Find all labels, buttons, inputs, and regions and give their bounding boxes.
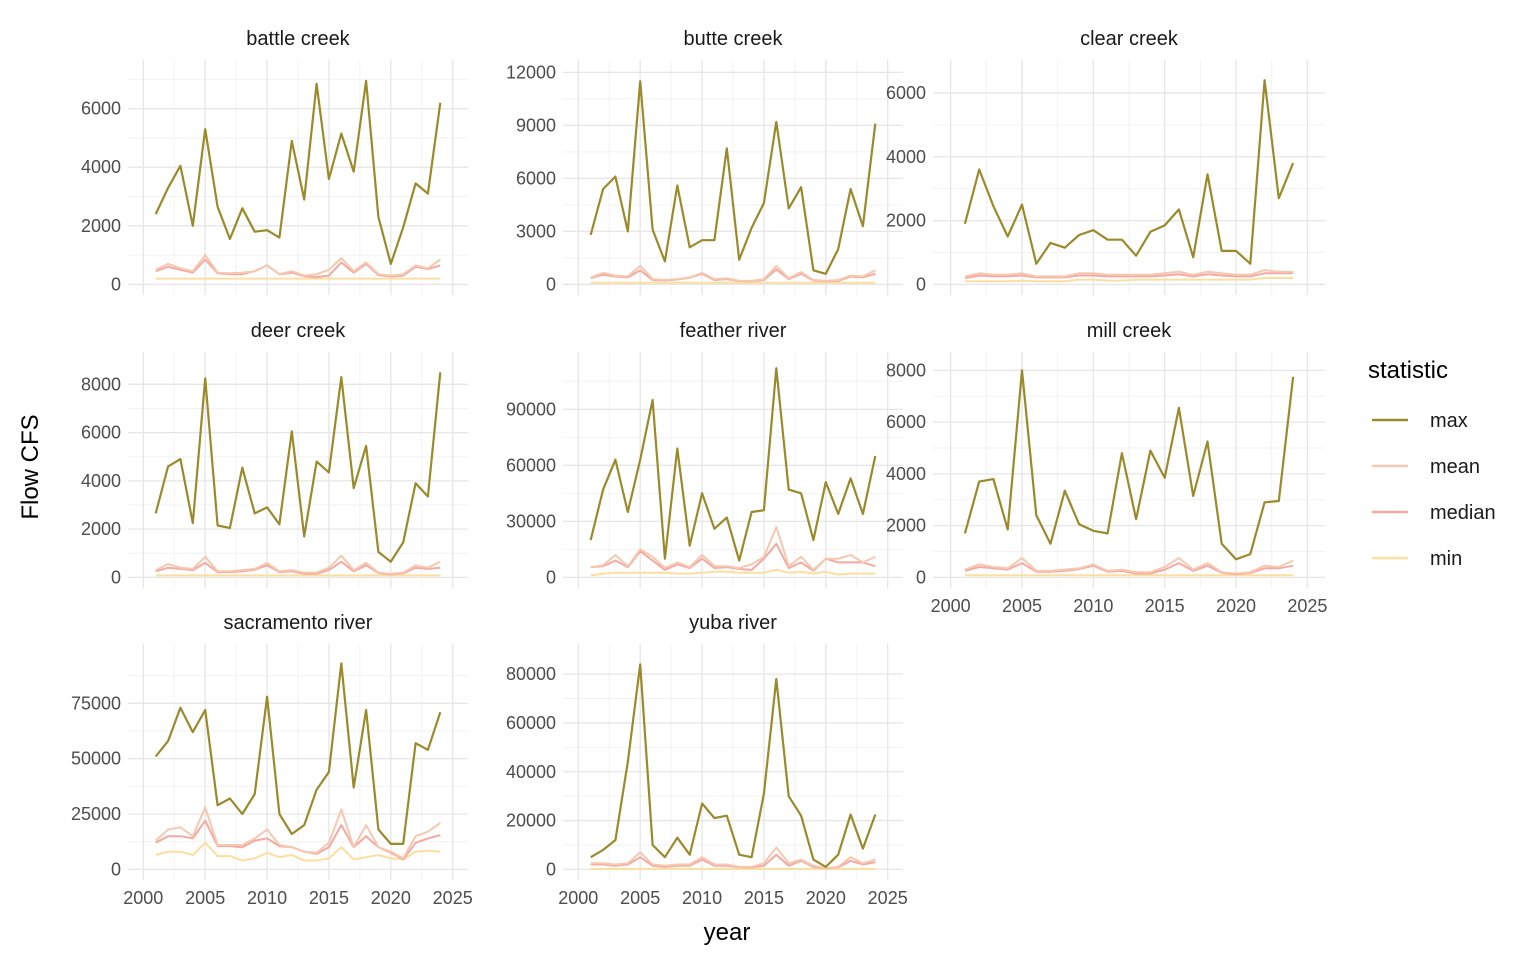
y-tick-label: 2000: [81, 216, 121, 236]
panel-title: deer creek: [251, 320, 346, 342]
y-tick-label: 4000: [886, 147, 926, 167]
x-tick-label: 2025: [868, 888, 908, 908]
y-tick-label: 30000: [506, 511, 556, 531]
y-tick-label: 8000: [886, 360, 926, 380]
y-tick-label: 20000: [506, 811, 556, 831]
panel-yuba-river: yuba river 0 20000 40000 60000 80000 2000 2005 2…: [506, 612, 908, 908]
y-tick-label: 50000: [71, 749, 121, 769]
y-axis-title: Flow CFS: [17, 414, 44, 519]
grid: [933, 352, 1325, 588]
x-tick-label: 2005: [1002, 596, 1042, 616]
x-tick-label: 2010: [247, 888, 287, 908]
x-tick-label: 2020: [371, 888, 411, 908]
panel-battle-creek: battle creek 0 2000 4000 6000: [81, 28, 468, 295]
legend-title: statistic: [1368, 357, 1448, 384]
legend-label-median: median: [1430, 502, 1496, 524]
x-tick-label: 2005: [620, 888, 660, 908]
y-tick-label: 60000: [506, 455, 556, 475]
y-tick-label: 0: [111, 859, 121, 879]
legend-label-mean: mean: [1430, 456, 1480, 478]
y-tick-label: 0: [916, 567, 926, 587]
x-tick-label: 2015: [1145, 596, 1185, 616]
y-tick-label: 2000: [886, 516, 926, 536]
x-axis-title: year: [704, 919, 751, 946]
grid: [128, 644, 468, 880]
x-tick-label: 2025: [433, 888, 473, 908]
y-tick-label: 9000: [516, 115, 556, 135]
y-tick-label: 4000: [81, 157, 121, 177]
x-tick-label: 2005: [185, 888, 225, 908]
x-tick-label: 2000: [931, 596, 971, 616]
y-tick-label: 8000: [81, 374, 121, 394]
y-tick-label: 0: [546, 859, 556, 879]
legend: statistic max mean median min: [1368, 357, 1496, 570]
grid: [563, 644, 903, 880]
y-tick-label: 4000: [886, 464, 926, 484]
panel-title: mill creek: [1087, 320, 1172, 342]
grid: [128, 352, 468, 588]
panel-title: clear creek: [1080, 28, 1179, 50]
x-tick-label: 2020: [806, 888, 846, 908]
panel-title: yuba river: [689, 612, 777, 634]
y-tick-label: 0: [916, 274, 926, 294]
panel-title: sacramento river: [224, 612, 373, 634]
x-tick-label: 2025: [1287, 596, 1327, 616]
y-tick-label: 6000: [516, 168, 556, 188]
y-tick-label: 60000: [506, 713, 556, 733]
panel-sacramento-river: sacramento river 0 25000 50000 75000 2000 2005…: [71, 612, 473, 908]
y-tick-label: 4000: [81, 471, 121, 491]
y-tick-label: 25000: [71, 804, 121, 824]
y-tick-label: 0: [546, 567, 556, 587]
y-tick-label: 6000: [81, 423, 121, 443]
y-tick-label: 12000: [506, 62, 556, 82]
y-tick-label: 40000: [506, 762, 556, 782]
y-tick-label: 80000: [506, 664, 556, 684]
x-tick-label: 2015: [744, 888, 784, 908]
x-tick-label: 2010: [682, 888, 722, 908]
panel-title: butte creek: [684, 28, 784, 50]
y-tick-label: 2000: [81, 519, 121, 539]
y-tick-label: 0: [111, 567, 121, 587]
x-tick-label: 2015: [309, 888, 349, 908]
y-tick-label: 0: [111, 274, 121, 294]
y-tick-label: 3000: [516, 221, 556, 241]
grid: [128, 60, 468, 295]
y-tick-label: 75000: [71, 693, 121, 713]
y-tick-label: 6000: [886, 412, 926, 432]
y-tick-label: 2000: [886, 211, 926, 231]
panel-title: battle creek: [246, 28, 350, 50]
y-tick-label: 6000: [886, 83, 926, 103]
panel-deer-creek: deer creek 0 2000 4000 6000 8000: [81, 320, 468, 588]
x-tick-label: 2000: [123, 888, 163, 908]
x-tick-label: 2020: [1216, 596, 1256, 616]
panel-clear-creek: clear creek 0 2000 4000 6000: [886, 28, 1325, 295]
y-tick-label: 6000: [81, 99, 121, 119]
panel-title: feather river: [680, 320, 787, 342]
panel-feather-river: feather river 0 30000 60000 90000: [506, 320, 903, 588]
x-tick-label: 2010: [1073, 596, 1113, 616]
grid: [563, 352, 903, 588]
panel-butte-creek: butte creek 0 3000 6000 9000 12000: [506, 28, 903, 295]
y-tick-label: 0: [546, 274, 556, 294]
y-tick-label: 90000: [506, 399, 556, 419]
x-tick-label: 2000: [558, 888, 598, 908]
legend-label-max: max: [1430, 410, 1468, 432]
legend-label-min: min: [1430, 548, 1462, 570]
